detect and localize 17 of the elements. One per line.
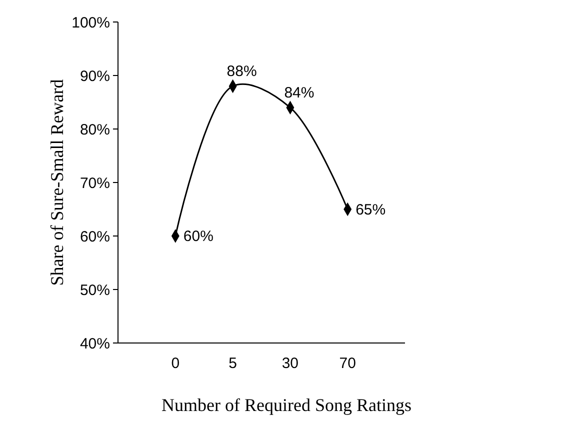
data-label: 60% bbox=[183, 228, 214, 245]
data-label: 84% bbox=[284, 84, 314, 102]
y-tick-label: 70% bbox=[80, 174, 110, 192]
y-tick-label: 80% bbox=[80, 121, 110, 138]
y-axis-title: Share of Sure-Small Reward bbox=[47, 79, 67, 286]
x-tick-label: 5 bbox=[228, 355, 237, 372]
y-tick-label: 90% bbox=[80, 68, 110, 85]
data-label: 88% bbox=[226, 63, 257, 80]
y-tick-label: 40% bbox=[80, 335, 110, 352]
x-axis-title: Number of Required Song Ratings bbox=[162, 395, 412, 415]
y-tick-label: 60% bbox=[80, 228, 110, 246]
y-tick-label: 100% bbox=[72, 14, 110, 32]
y-tick-label: 50% bbox=[80, 282, 110, 299]
data-label: 65% bbox=[356, 201, 386, 218]
x-tick-label: 70 bbox=[339, 355, 356, 372]
x-tick-label: 30 bbox=[282, 355, 299, 372]
x-tick-label: 0 bbox=[171, 355, 180, 372]
